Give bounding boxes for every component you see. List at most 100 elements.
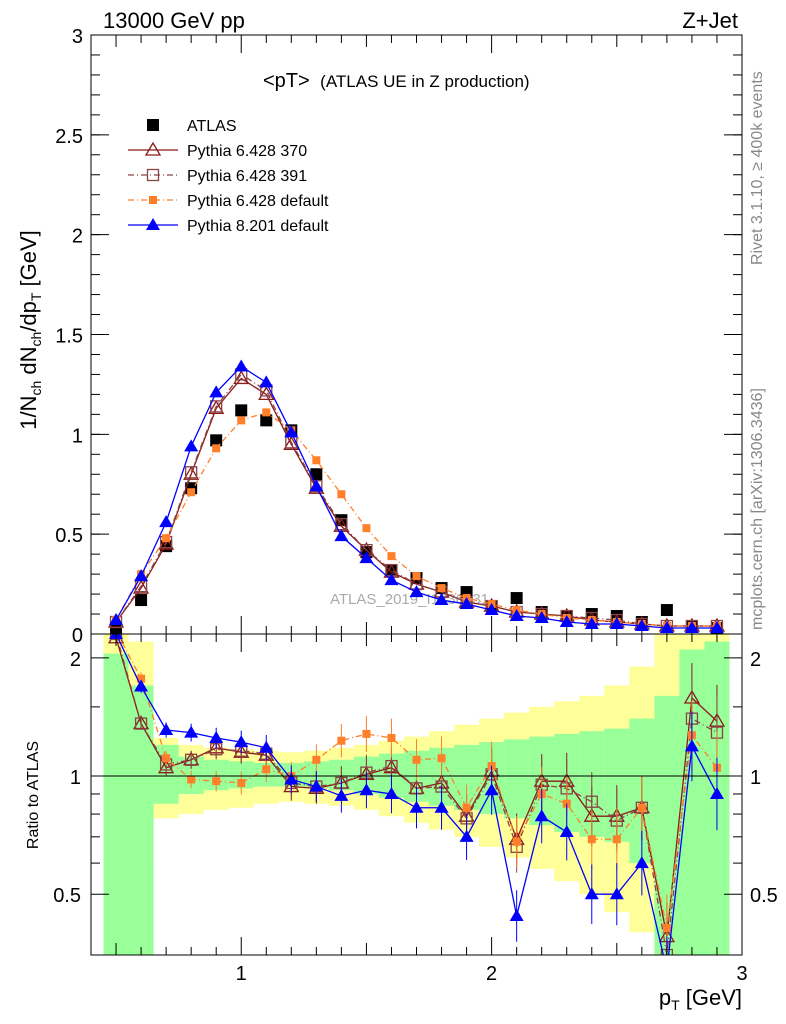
ratio-point-pythia-6-428-default (337, 736, 346, 745)
top-y-axis-label: 1/Nch dNch/dpT [GeV] (16, 230, 44, 430)
data-point-pythia-8-201-default (509, 609, 524, 622)
series-line-pythia-6-428-391 (115, 373, 717, 627)
ratio-point-pythia-8-201-default (209, 730, 224, 743)
ratio-point-pythia-8-201-default (334, 788, 349, 801)
ratio-point-pythia-8-201-default (584, 887, 599, 900)
ratio-point-pythia-6-428-default (587, 835, 596, 844)
ratio-point-pythia-8-201-default (484, 783, 499, 796)
data-point-atlas (260, 414, 273, 427)
ratio-point-pythia-8-201-default (284, 772, 299, 785)
data-point-pythia-8-201-default (234, 359, 249, 372)
energy-label: 13000 GeV pp (103, 8, 245, 33)
legend-marker-pythia-8-201-default (146, 218, 160, 230)
data-point-pythia-8-201-default (159, 515, 174, 528)
ratio-point-pythia-8-201-default (634, 856, 649, 869)
legend-marker-atlas (147, 119, 159, 131)
data-point-atlas (510, 592, 523, 605)
ratio-point-pythia-8-201-default (559, 825, 574, 838)
data-point-pythia-8-201-default (609, 617, 624, 630)
ratio-point-pythia-6-428-default (387, 733, 396, 742)
data-point-pythia-6-428-default (212, 444, 221, 453)
data-point-pythia-6-428-370 (132, 579, 150, 594)
data-point-pythia-6-428-default (162, 534, 171, 543)
data-point-pythia-6-428-default (437, 584, 446, 593)
ratio-point-pythia-6-428-default (362, 729, 371, 738)
data-point-pythia-8-201-default (309, 479, 324, 492)
legend-label: Pythia 6.428 default (187, 193, 329, 210)
data-point-pythia-6-428-default (337, 490, 346, 499)
legend-label: Pythia 6.428 370 (187, 143, 307, 160)
ratio-point-pythia-6-428-default (162, 754, 171, 763)
top-panel: 0 0.5 1 1.5 2 2.5 3 <pT> (ATLAS UE in Z produc… (16, 26, 743, 647)
legend-label: Pythia 8.201 default (187, 218, 329, 235)
ratio-point-pythia-8-201-default (359, 783, 374, 796)
ratio-point-pythia-8-201-default (259, 740, 274, 753)
bottom-y-axis-label: Ratio to ATLAS (25, 741, 42, 849)
ratio-point-pythia-8-201-default (459, 829, 474, 842)
plot-title: <pT> (ATLAS UE in Z production) (263, 70, 530, 92)
ratio-point-pythia-6-428-default (312, 755, 321, 764)
x-tick-label: 2 (486, 963, 497, 985)
ratio-point-pythia-8-201-default (184, 725, 199, 738)
ratio-point-pythia-6-428-391 (185, 753, 198, 766)
ratio-point-pythia-8-201-default (660, 963, 674, 975)
ratio-point-pythia-6-428-default (462, 803, 471, 812)
legend-marker-pythia-6-428-default (149, 196, 157, 204)
legend: ATLAS Pythia 6.428 370 Pythia 6.428 391 Pyt… (128, 118, 329, 235)
bottom-y-tick-label-right: 2 (750, 649, 761, 671)
data-point-pythia-8-201-default (559, 615, 574, 628)
ratio-point-pythia-8-201-default (134, 679, 149, 692)
bottom-axis-ticks: 0.5 0.5 1 1 2 2 1 2 3 (53, 634, 778, 985)
bottom-y-tick-label: 0.5 (53, 885, 81, 907)
mcplots-label: mcplots.cern.ch [arXiv:1306.3436] (749, 388, 766, 630)
top-y-tick-label: 1.5 (55, 326, 83, 348)
ratio-point-pythia-6-428-default (637, 803, 646, 812)
ratio-point-pythia-8-201-default (234, 735, 249, 748)
data-point-pythia-6-428-default (187, 488, 196, 497)
plot-title-main: <pT> (263, 70, 310, 92)
x-axis-label: pT [GeV] (659, 985, 742, 1013)
top-y-tick-label: 2 (72, 226, 83, 248)
ratio-point-pythia-6-428-391 (385, 759, 398, 773)
data-point-pythia-6-428-370 (183, 465, 200, 480)
data-point-pythia-8-201-default (209, 385, 224, 398)
data-point-pythia-6-428-370 (208, 400, 225, 415)
ratio-point-pythia-6-428-default (237, 778, 246, 787)
ratio-point-pythia-8-201-default (684, 739, 699, 752)
plot-title-sub: (ATLAS UE in Z production) (320, 72, 529, 91)
data-point-atlas (135, 594, 148, 607)
data-point-pythia-6-428-391 (185, 466, 198, 479)
ratio-point-pythia-6-428-default (212, 777, 221, 786)
data-point-pythia-8-201-default (484, 603, 499, 616)
legend-label: Pythia 6.428 391 (187, 168, 307, 185)
band-inner (103, 653, 129, 955)
bottom-y-tick-label: 2 (70, 649, 81, 671)
data-point-atlas (210, 434, 223, 447)
top-y-tick-label: 2.5 (55, 126, 83, 148)
top-y-tick-label: 1 (72, 425, 83, 447)
ratio-point-pythia-8-201-default (309, 779, 324, 792)
x-tick-label: 3 (736, 963, 747, 985)
data-point-pythia-6-428-370 (233, 370, 250, 385)
top-axis-ticks: 0 0.5 1 1.5 2 2.5 3 (55, 26, 743, 647)
legend-marker-pythia-6-428-370 (144, 141, 162, 156)
bottom-y-tick-label-right: 0.5 (750, 885, 778, 907)
data-point-pythia-6-428-default (387, 552, 396, 561)
data-point-pythia-6-428-default (262, 408, 271, 417)
ratio-point-pythia-6-428-default (662, 924, 671, 933)
data-point-atlas (660, 604, 673, 617)
data-point-pythia-8-201-default (109, 613, 124, 626)
legend-marker-pythia-6-428-391 (146, 168, 160, 182)
legend-label: ATLAS (187, 118, 237, 135)
top-y-tick-label: 3 (72, 26, 83, 48)
data-point-pythia-8-201-default (534, 611, 549, 624)
data-point-pythia-8-201-default (634, 619, 649, 632)
data-point-pythia-8-201-default (659, 621, 674, 634)
data-point-pythia-8-201-default (684, 621, 699, 634)
data-point-pythia-6-428-default (412, 572, 421, 581)
process-label: Z+Jet (682, 8, 738, 33)
data-point-pythia-8-201-default (384, 573, 399, 586)
data-point-pythia-6-428-default (362, 524, 371, 533)
ratio-point-pythia-8-201-default (609, 887, 624, 900)
